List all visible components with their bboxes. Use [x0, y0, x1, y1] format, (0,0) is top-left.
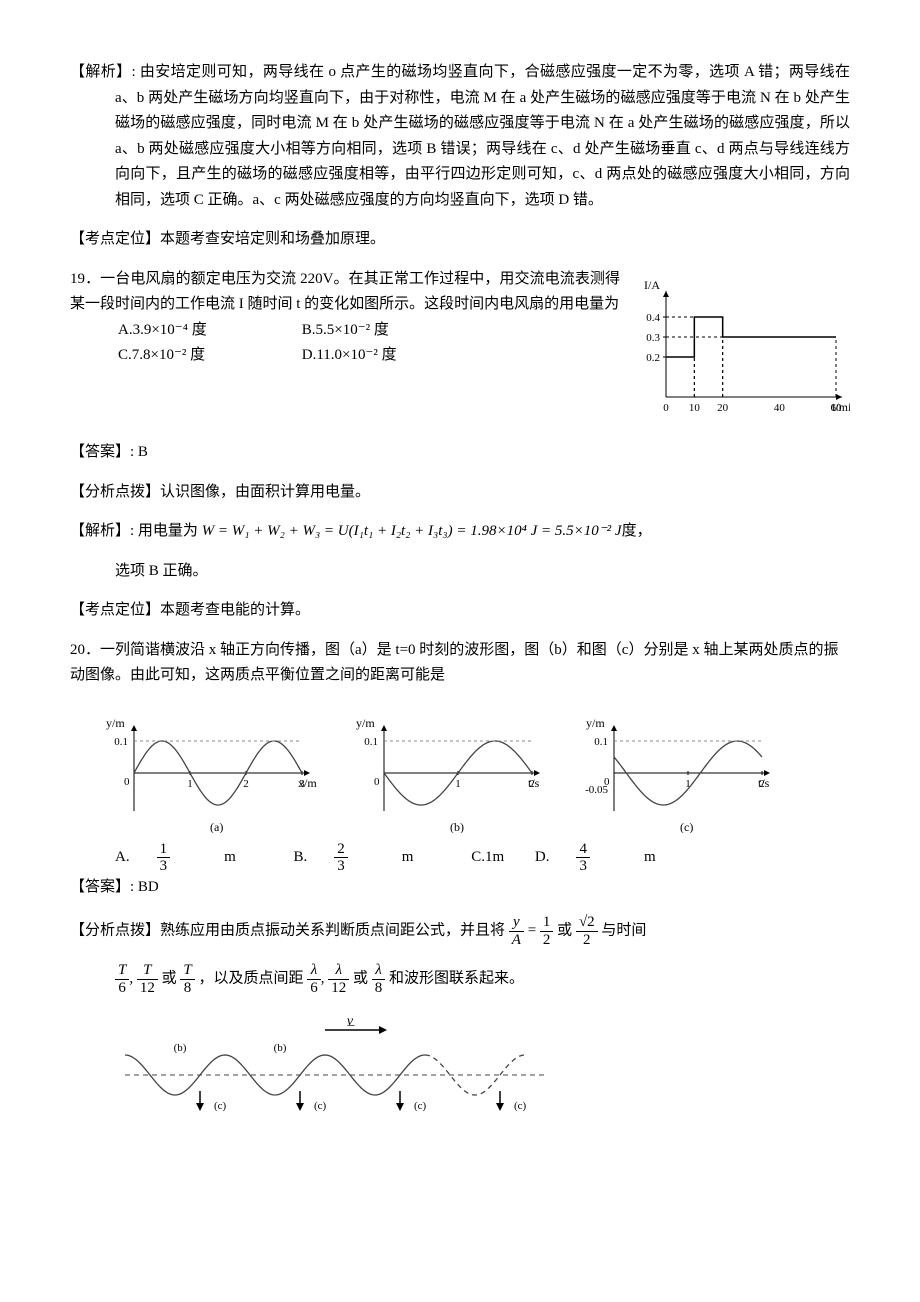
svg-text:60: 60 [831, 402, 843, 414]
svg-text:0.1: 0.1 [364, 736, 378, 748]
svg-text:20: 20 [717, 402, 729, 414]
svg-text:3: 3 [299, 778, 305, 790]
q19-focus: 【考点定位】本题考查电能的计算。 [70, 598, 850, 624]
svg-text:(c): (c) [680, 820, 693, 833]
svg-text:(b): (b) [174, 1042, 187, 1054]
q20-stem-text: 一列简谐横波沿 x 轴正方向传播，图（a）是 t=0 时刻的波形图，图（b）和图… [70, 642, 838, 684]
svg-text:0.3: 0.3 [646, 332, 660, 344]
svg-text:0.4: 0.4 [646, 312, 660, 324]
svg-text:1: 1 [187, 778, 193, 790]
q19-num: 19． [70, 271, 100, 287]
svg-text:(b): (b) [450, 820, 464, 833]
q20-stem: 20．一列简谐横波沿 x 轴正方向传播，图（a）是 t=0 时刻的波形图，图（b… [70, 638, 850, 689]
q18-focus: 【考点定位】本题考查安培定则和场叠加原理。 [70, 227, 850, 253]
analysis-label: 【解析】: [70, 64, 140, 80]
svg-text:0.1: 0.1 [114, 736, 128, 748]
svg-text:I/A: I/A [644, 278, 660, 292]
q20-answer: 【答案】: BD [70, 875, 850, 901]
svg-text:0.2: 0.2 [646, 352, 660, 364]
wave-a: y/mx/m0.10123(a) [100, 703, 320, 833]
focus-label: 【考点定位】 [70, 231, 160, 247]
q19-answer: 【答案】: B [70, 440, 850, 466]
tip-label: 【分析点拨】 [70, 922, 160, 938]
analysis-label: 【解析】: [70, 523, 138, 539]
answer-text: BD [138, 879, 159, 895]
svg-text:0: 0 [374, 776, 380, 788]
svg-text:(c): (c) [214, 1100, 227, 1112]
q19-analysis2: 选项 B 正确。 [70, 559, 850, 585]
svg-text:2: 2 [759, 778, 765, 790]
tip-label: 【分析点拨】 [70, 484, 160, 500]
svg-text:y/m: y/m [356, 716, 375, 730]
wave-b: y/mt/s0.1012(b) [350, 703, 550, 833]
wave-c: y/mt/s0.1-0.05012(c) [580, 703, 780, 833]
svg-text:2: 2 [529, 778, 535, 790]
q20-bottom-wave: v_(b)(b)(c)(c)(c)(c) [70, 1010, 850, 1140]
q19-optB: B.5.5×10⁻² 度 [302, 318, 482, 344]
svg-text:_: _ [347, 1013, 356, 1028]
q20-wave-row: y/mx/m0.10123(a) y/mt/s0.1012(b) y/mt/s0… [100, 703, 850, 833]
focus-label: 【考点定位】 [70, 602, 160, 618]
svg-text:1: 1 [455, 778, 461, 790]
svg-text:y/m: y/m [586, 716, 605, 730]
tip-text: 认识图像，由面积计算用电量。 [160, 484, 370, 500]
analysis-post: 度， [622, 523, 652, 539]
svg-text:0: 0 [124, 776, 130, 788]
svg-text:0.1: 0.1 [594, 736, 608, 748]
analysis-line2: 选项 B 正确。 [115, 563, 208, 579]
q19-chart: I/At/min0.20.30.4010204060 [630, 267, 850, 427]
q20-optA: A. 13 m [115, 841, 263, 875]
q19-optC: C.7.8×10⁻² 度 [118, 343, 298, 369]
q18-analysis: 【解析】: 由安培定则可知，两导线在 o 点产生的磁场均竖直向下，合磁感应强度一… [70, 60, 850, 213]
svg-text:y/m: y/m [106, 716, 125, 730]
svg-text:(c): (c) [314, 1100, 327, 1112]
analysis-text: 由安培定则可知，两导线在 o 点产生的磁场均竖直向下，合磁感应强度一定不为零，选… [115, 64, 850, 208]
answer-text: B [138, 444, 148, 460]
q19-optA: A.3.9×10⁻⁴ 度 [118, 318, 298, 344]
answer-label: 【答案】: [70, 879, 138, 895]
q19-analysis: 【解析】: 用电量为 W = W₁ + W₂ + W₃ = U(I₁t₁ + I… [70, 519, 850, 545]
q19: I/At/min0.20.30.4010204060 19．一台电风扇的额定电压… [70, 267, 850, 427]
svg-text:(b): (b) [274, 1042, 287, 1054]
svg-text:(a): (a) [210, 820, 223, 833]
answer-label: 【答案】: [70, 444, 138, 460]
q20-tip-line2: T6, T12 或 T8 ，以及质点间距 λ6, λ12 或 λ8 和波形图联系… [70, 962, 850, 996]
q20-num: 20． [70, 642, 100, 658]
q20-optB: B. 23 m [294, 841, 441, 875]
q19-tip: 【分析点拨】认识图像，由面积计算用电量。 [70, 480, 850, 506]
q19-optD: D.11.0×10⁻² 度 [302, 343, 482, 369]
q20-optC: C.1m [471, 845, 504, 871]
svg-text:(c): (c) [414, 1100, 427, 1112]
svg-text:2: 2 [243, 778, 249, 790]
svg-text:(c): (c) [514, 1100, 527, 1112]
q19-stem-text: 一台电风扇的额定电压为交流 220V。在其正常工作过程中，用交流电流表测得某一段… [70, 271, 620, 313]
focus-text: 本题考查安培定则和场叠加原理。 [160, 231, 385, 247]
svg-text:0: 0 [663, 402, 669, 414]
analysis-para: 【解析】: 由安培定则可知，两导线在 o 点产生的磁场均竖直向下，合磁感应强度一… [70, 60, 850, 213]
svg-text:40: 40 [774, 402, 786, 414]
q20-options: A. 13 m B. 23 m C.1m D. 43 m [70, 841, 850, 875]
svg-text:10: 10 [689, 402, 701, 414]
q20-tip: 【分析点拨】熟练应用由质点振动关系判断质点间距公式，并且将 yA = 12 或 … [70, 914, 850, 948]
q20-optD: D. 43 m [535, 841, 683, 875]
analysis-formula: W = W₁ + W₂ + W₃ = U(I₁t₁ + I₂t₂ + I₃t₃)… [202, 523, 622, 539]
analysis-pre: 用电量为 [138, 523, 198, 539]
focus-text: 本题考查电能的计算。 [160, 602, 310, 618]
svg-text:0: 0 [604, 776, 610, 788]
